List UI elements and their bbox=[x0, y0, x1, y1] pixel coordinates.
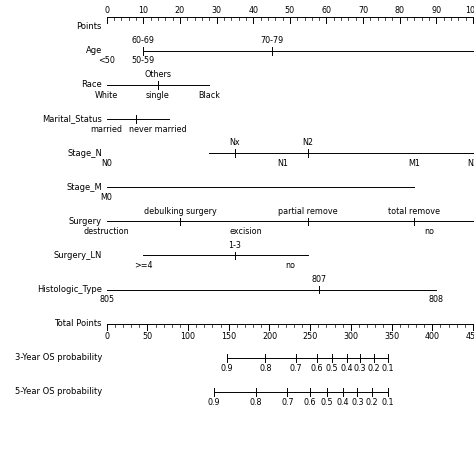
Text: 20: 20 bbox=[175, 6, 185, 15]
Text: Stage_N: Stage_N bbox=[67, 149, 102, 157]
Text: Points: Points bbox=[76, 22, 102, 30]
Text: White: White bbox=[95, 91, 118, 100]
Text: Surgery: Surgery bbox=[69, 217, 102, 226]
Text: married: married bbox=[91, 125, 123, 134]
Text: excision: excision bbox=[229, 227, 262, 236]
Text: 0.7: 0.7 bbox=[281, 398, 294, 407]
Text: debulking surgery: debulking surgery bbox=[144, 207, 216, 216]
Text: partial remove: partial remove bbox=[278, 207, 338, 216]
Text: Stage_M: Stage_M bbox=[66, 183, 102, 191]
Text: 30: 30 bbox=[211, 6, 221, 15]
Text: 0.9: 0.9 bbox=[208, 398, 220, 407]
Text: 0.2: 0.2 bbox=[366, 398, 378, 407]
Text: Others: Others bbox=[145, 70, 172, 79]
Text: 300: 300 bbox=[344, 332, 358, 341]
Text: 1-3: 1-3 bbox=[228, 241, 241, 250]
Text: 40: 40 bbox=[248, 6, 258, 15]
Text: 50: 50 bbox=[142, 332, 153, 341]
Text: Histologic_Type: Histologic_Type bbox=[37, 285, 102, 294]
Text: 100: 100 bbox=[181, 332, 196, 341]
Text: <50: <50 bbox=[98, 56, 115, 65]
Text: 0.7: 0.7 bbox=[289, 364, 302, 373]
Text: 0.2: 0.2 bbox=[367, 364, 380, 373]
Text: never married: never married bbox=[129, 125, 187, 134]
Text: 808: 808 bbox=[429, 295, 444, 304]
Text: 3-Year OS probability: 3-Year OS probability bbox=[15, 354, 102, 362]
Text: 350: 350 bbox=[384, 332, 399, 341]
Text: 0.5: 0.5 bbox=[326, 364, 338, 373]
Text: destruction: destruction bbox=[84, 227, 129, 236]
Text: 0.4: 0.4 bbox=[341, 364, 353, 373]
Text: 400: 400 bbox=[425, 332, 440, 341]
Text: 0.8: 0.8 bbox=[259, 364, 272, 373]
Text: 60-69: 60-69 bbox=[132, 36, 155, 45]
Text: no: no bbox=[424, 227, 434, 236]
Text: 80: 80 bbox=[395, 6, 405, 15]
Text: 150: 150 bbox=[221, 332, 237, 341]
Text: 805: 805 bbox=[99, 295, 114, 304]
Text: 0.3: 0.3 bbox=[351, 398, 364, 407]
Text: 100: 100 bbox=[465, 6, 474, 15]
Text: N2: N2 bbox=[303, 138, 314, 147]
Text: 10: 10 bbox=[138, 6, 148, 15]
Text: no: no bbox=[285, 261, 295, 270]
Text: 0.3: 0.3 bbox=[354, 364, 366, 373]
Text: 0.1: 0.1 bbox=[381, 364, 394, 373]
Text: Total Points: Total Points bbox=[55, 319, 102, 328]
Text: N1: N1 bbox=[277, 159, 288, 168]
Text: Nx: Nx bbox=[229, 138, 240, 147]
Text: 50: 50 bbox=[285, 6, 295, 15]
Text: 90: 90 bbox=[431, 6, 441, 15]
Text: 0.8: 0.8 bbox=[249, 398, 262, 407]
Text: >=4: >=4 bbox=[134, 261, 153, 270]
Text: 0.5: 0.5 bbox=[321, 398, 334, 407]
Text: 60: 60 bbox=[321, 6, 331, 15]
Text: total remove: total remove bbox=[388, 207, 440, 216]
Text: 50-59: 50-59 bbox=[132, 56, 155, 65]
Text: 450: 450 bbox=[465, 332, 474, 341]
Text: Marital_Status: Marital_Status bbox=[42, 115, 102, 123]
Text: M0: M0 bbox=[100, 193, 113, 202]
Text: 0: 0 bbox=[104, 332, 109, 341]
Text: 70: 70 bbox=[358, 6, 368, 15]
Text: N0: N0 bbox=[101, 159, 112, 168]
Text: M1: M1 bbox=[409, 159, 420, 168]
Text: 807: 807 bbox=[311, 275, 327, 284]
Text: Surgery_LN: Surgery_LN bbox=[54, 251, 102, 260]
Text: Black: Black bbox=[198, 91, 220, 100]
Text: Age: Age bbox=[85, 46, 102, 55]
Text: 70-79: 70-79 bbox=[260, 36, 283, 45]
Text: N3: N3 bbox=[468, 159, 474, 168]
Text: 0.1: 0.1 bbox=[381, 398, 394, 407]
Text: 5-Year OS probability: 5-Year OS probability bbox=[15, 388, 102, 396]
Text: 0.4: 0.4 bbox=[337, 398, 349, 407]
Text: 200: 200 bbox=[262, 332, 277, 341]
Text: single: single bbox=[146, 91, 170, 100]
Text: 250: 250 bbox=[302, 332, 318, 341]
Text: 0.9: 0.9 bbox=[221, 364, 234, 373]
Text: 0: 0 bbox=[104, 6, 109, 15]
Text: Race: Race bbox=[81, 81, 102, 89]
Text: 0.6: 0.6 bbox=[310, 364, 323, 373]
Text: 0.6: 0.6 bbox=[304, 398, 317, 407]
